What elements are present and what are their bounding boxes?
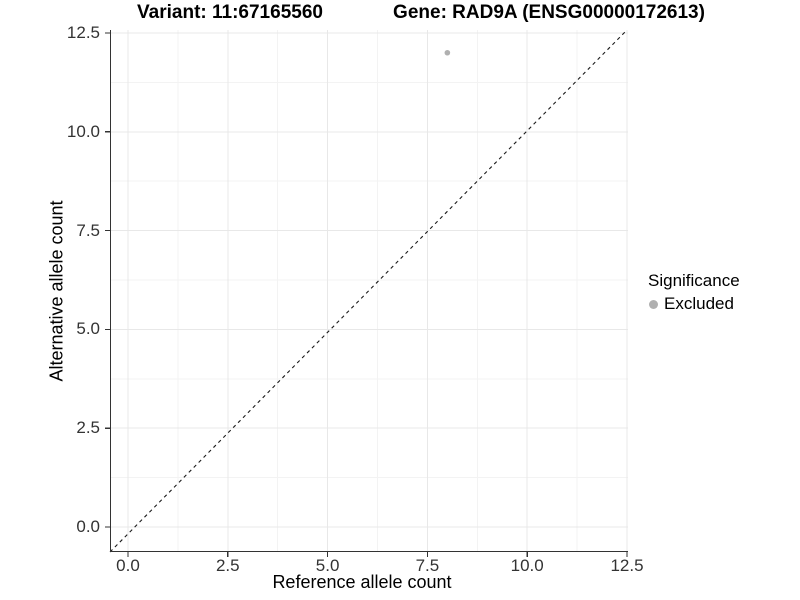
legend-title: Significance	[648, 271, 740, 290]
y-tick-label: 0.0	[76, 517, 100, 536]
legend-item-excluded: Excluded	[646, 294, 740, 314]
x-tick-label: 7.5	[415, 556, 440, 575]
plot-title-variant: Variant: 11:67165560	[137, 2, 323, 23]
x-tick-label: 2.5	[215, 556, 240, 575]
y-tick-label: 7.5	[76, 220, 100, 240]
y-tick-label: 10.0	[66, 121, 100, 141]
x-tick-label: 0.0	[116, 556, 140, 575]
x-axis-title: Reference allele count	[272, 572, 452, 592]
x-tick-label: 10.0	[510, 556, 544, 575]
data-point	[444, 49, 451, 56]
legend: Significance Excluded	[646, 271, 740, 314]
x-tick-label: 12.5	[610, 556, 644, 575]
plot-title-gene: Gene: RAD9A (ENSG00000172613)	[393, 2, 705, 23]
y-tick-label: 2.5	[76, 418, 100, 438]
y-tick-label: 12.5	[66, 23, 100, 42]
identity-reference-line	[109, 29, 628, 553]
x-tick-label: 5.0	[315, 556, 340, 575]
plot-panel	[105, 29, 628, 557]
excluded-point-icon	[649, 299, 658, 309]
legend-item-label: Excluded	[664, 294, 734, 313]
y-tick-label: 5.0	[76, 319, 100, 339]
